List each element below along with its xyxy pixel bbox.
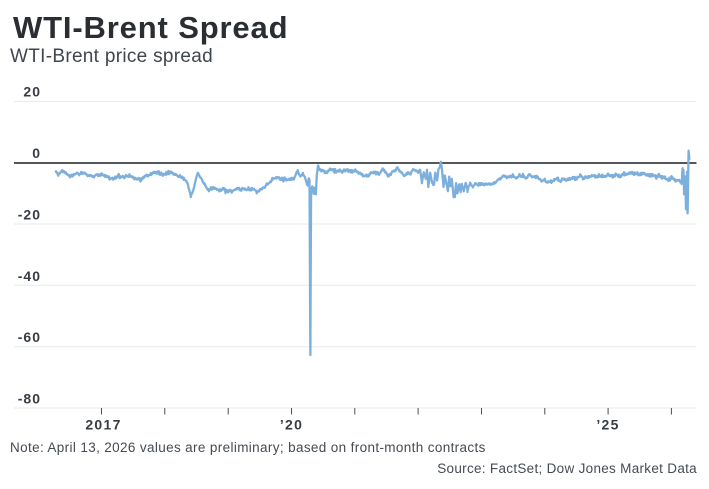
svg-text:-60: -60 [18, 329, 41, 345]
svg-text:-80: -80 [18, 391, 41, 407]
svg-text:0: 0 [32, 145, 41, 161]
svg-text:-40: -40 [18, 268, 41, 284]
svg-text:’25: ’25 [596, 417, 619, 433]
svg-text:-20: -20 [18, 207, 41, 223]
svg-text:’20: ’20 [280, 417, 303, 433]
svg-text:20: 20 [23, 84, 41, 100]
svg-text:2017: 2017 [85, 417, 121, 433]
